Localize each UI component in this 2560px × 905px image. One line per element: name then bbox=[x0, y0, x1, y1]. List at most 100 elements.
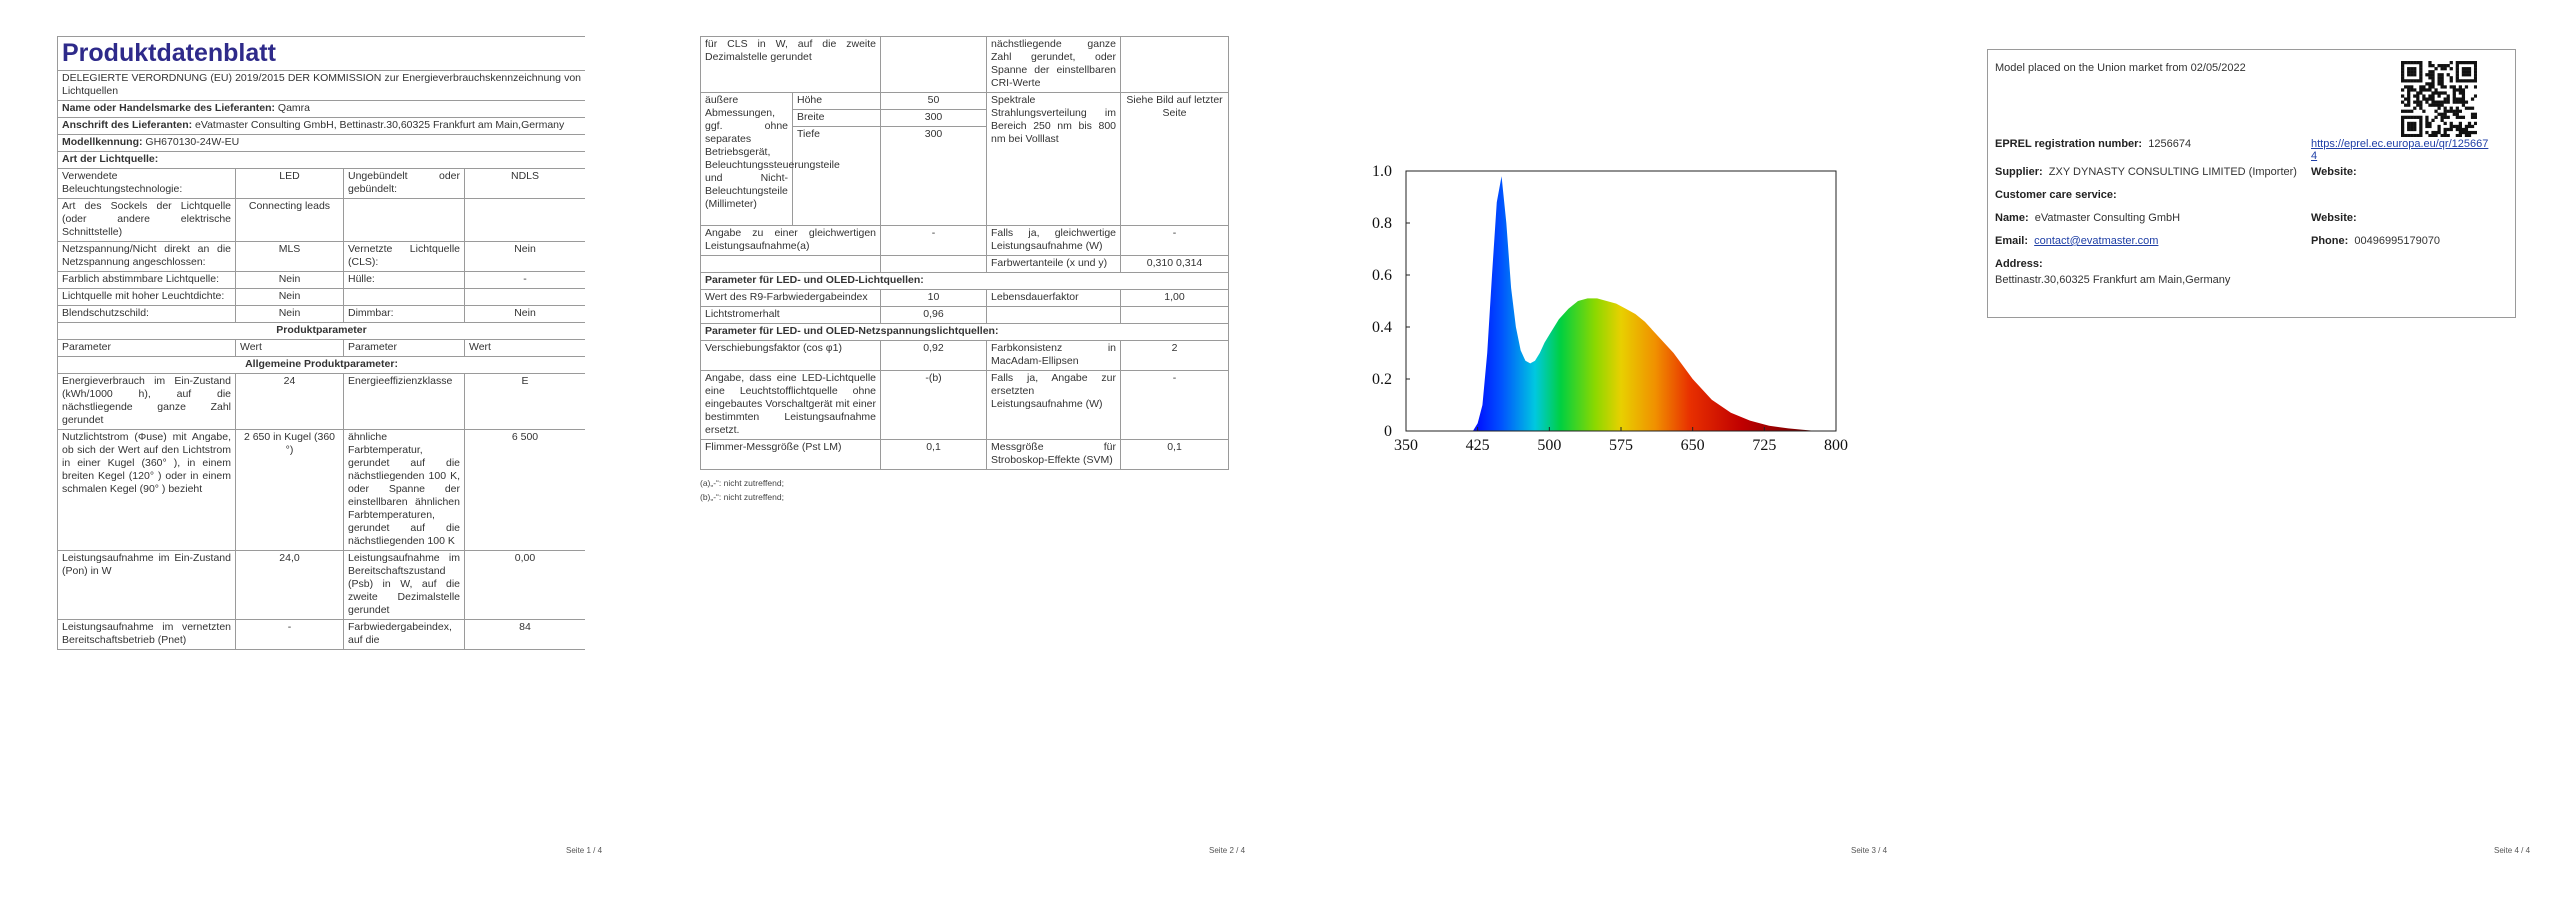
qr-module bbox=[2461, 100, 2466, 104]
qr-module bbox=[2467, 73, 2472, 77]
x-tick-label: 725 bbox=[1752, 437, 1776, 454]
qr-module bbox=[2419, 67, 2423, 71]
qr-module bbox=[2416, 94, 2420, 98]
qr-module bbox=[2419, 100, 2423, 104]
label: Phone: bbox=[2311, 235, 2349, 247]
row: Leistungsaufnahme im vernetzten Bereitsc… bbox=[57, 619, 585, 650]
info-label: Modellkennung: bbox=[62, 136, 143, 148]
qr-module bbox=[2437, 94, 2441, 98]
qr-module bbox=[2428, 64, 2432, 68]
value: eVatmaster Consulting GmbH bbox=[2034, 212, 2181, 224]
value[interactable]: contact@evatmaster.com bbox=[2034, 235, 2159, 247]
qr-module bbox=[2404, 85, 2408, 89]
qr-module bbox=[2437, 112, 2441, 116]
qr-module bbox=[2407, 109, 2411, 113]
qr-module bbox=[2452, 94, 2456, 98]
qr-module bbox=[2464, 133, 2469, 137]
qr-module bbox=[2470, 112, 2475, 116]
qr-module bbox=[2437, 100, 2441, 104]
qr-module bbox=[2470, 130, 2475, 135]
qr-module bbox=[2467, 124, 2472, 129]
label: EPREL registration number: bbox=[1995, 138, 2143, 150]
datasheet-table: Produktdatenblatt DELEGIERTE VERORDNUNG (… bbox=[57, 36, 585, 650]
qr-module bbox=[2407, 61, 2411, 65]
qr-code bbox=[2401, 61, 2477, 137]
x-tick-label: 425 bbox=[1466, 437, 1490, 454]
qr-module bbox=[2428, 121, 2432, 126]
qr-module bbox=[2407, 127, 2411, 132]
qr-module bbox=[2437, 127, 2441, 132]
cell: - bbox=[1120, 225, 1230, 256]
supplier-info: Modellkennung: GH670130-24W-EU bbox=[57, 134, 585, 152]
qr-module bbox=[2440, 103, 2444, 107]
qr-module bbox=[2413, 100, 2417, 104]
qr-module bbox=[2470, 106, 2475, 110]
qr-module bbox=[2428, 85, 2432, 89]
qr-module bbox=[2464, 61, 2469, 65]
footnote: (b)„-“: nicht zutreffend; bbox=[700, 492, 784, 502]
qr-module bbox=[2461, 70, 2466, 74]
x-tick-label: 500 bbox=[1537, 437, 1561, 454]
qr-module bbox=[2455, 115, 2459, 119]
page-number: Seite 2 / 4 bbox=[1209, 846, 1246, 855]
cell: 0,96 bbox=[880, 306, 988, 324]
qr-module bbox=[2419, 130, 2423, 135]
cell: Siehe Bild auf letzter Seite bbox=[1120, 92, 1230, 226]
qr-module bbox=[2440, 91, 2444, 95]
supplier-info: Name oder Handelsmarke des Lieferanten: … bbox=[57, 100, 585, 118]
row: Angabe, dass eine LED-Lichtquelle eine L… bbox=[699, 370, 1230, 440]
value: ZXY DYNASTY CONSULTING LIMITED (Importer… bbox=[2048, 166, 2297, 178]
supplier-website: Website: bbox=[2311, 166, 2357, 178]
cell: 0,1 bbox=[880, 439, 988, 470]
qr-module bbox=[2458, 79, 2462, 83]
qr-module bbox=[2461, 130, 2466, 135]
qr-module bbox=[2440, 67, 2444, 71]
qr-module bbox=[2425, 82, 2429, 86]
qr-module bbox=[2440, 112, 2444, 116]
regulation: DELEGIERTE VERORDNUNG (EU) 2019/2015 DER… bbox=[57, 70, 585, 101]
eprel-link[interactable]: https://eprel.ec.europa.eu/qr/1256674 bbox=[2311, 138, 2489, 162]
qr-module bbox=[2467, 67, 2472, 71]
cell: -(b) bbox=[880, 370, 988, 440]
qr-module bbox=[2434, 67, 2438, 71]
y-tick-label: 0.6 bbox=[1372, 267, 1392, 284]
qr-module bbox=[2473, 121, 2477, 126]
qr-module bbox=[2455, 79, 2459, 83]
cell: nächstliegende ganze Zahl gerundet, oder… bbox=[986, 36, 1122, 93]
cell: 0,1 bbox=[1120, 439, 1230, 470]
cell: 2 bbox=[1120, 340, 1230, 371]
qr-module bbox=[2407, 73, 2411, 77]
market-date: Model placed on the Union market from 02… bbox=[1995, 62, 2246, 74]
qr-module bbox=[2434, 133, 2438, 137]
qr-module bbox=[2443, 115, 2447, 119]
qr-module bbox=[2458, 115, 2462, 119]
qr-module bbox=[2467, 133, 2472, 137]
qr-module bbox=[2431, 64, 2435, 68]
qr-module bbox=[2443, 67, 2447, 71]
qr-module bbox=[2404, 115, 2408, 119]
qr-module bbox=[2419, 121, 2423, 126]
page: für CLS in W, auf die zweite Dezimalstel… bbox=[640, 0, 1280, 905]
qr-module bbox=[2425, 115, 2429, 119]
qr-module bbox=[2410, 61, 2414, 65]
page: Produktdatenblatt DELEGIERTE VERORDNUNG (… bbox=[0, 0, 640, 905]
qr-module bbox=[2443, 85, 2447, 89]
qr-module bbox=[2431, 82, 2435, 86]
qr-module bbox=[2461, 73, 2466, 77]
qr-module bbox=[2401, 70, 2405, 74]
row: Nutzlichtstrom (Φuse) mit Angabe, ob sic… bbox=[57, 429, 585, 551]
qr-module bbox=[2407, 100, 2411, 104]
qr-module bbox=[2437, 79, 2441, 83]
qr-module bbox=[2407, 97, 2411, 101]
qr-module bbox=[2407, 88, 2411, 92]
qr-module bbox=[2422, 109, 2426, 113]
qr-module bbox=[2404, 109, 2408, 113]
qr-module bbox=[2473, 67, 2477, 71]
cell: 0,310 0,314 bbox=[1120, 255, 1230, 273]
cell bbox=[1120, 36, 1230, 93]
row: Produktparameter bbox=[57, 322, 585, 340]
value: 00496995179070 bbox=[2354, 235, 2441, 247]
qr-module bbox=[2428, 82, 2432, 86]
qr-module bbox=[2413, 124, 2417, 129]
qr-module bbox=[2440, 100, 2444, 104]
